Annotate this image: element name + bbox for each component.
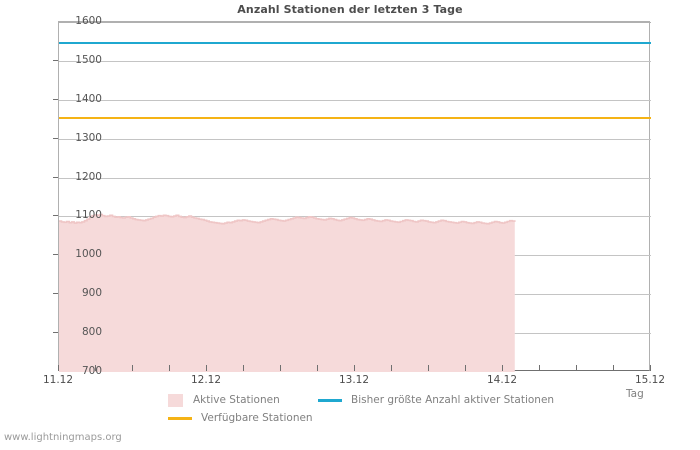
gridline: [59, 22, 651, 23]
max-stations-line: [59, 42, 651, 45]
gridline: [59, 138, 651, 140]
gridline: [59, 216, 651, 218]
legend-line-icon: [318, 398, 342, 402]
watermark: www.lightningmaps.org: [4, 432, 122, 443]
x-axis-title: Tag: [626, 388, 644, 400]
y-tick-mark: [53, 215, 58, 217]
legend-label: Verfügbare Stationen: [201, 412, 313, 424]
y-tick-label: 1400: [75, 92, 102, 105]
y-tick-label: 1600: [75, 15, 102, 27]
chart-legend: Aktive Stationen Bisher größte Anzahl ak…: [0, 392, 700, 436]
legend-swatch-icon: [168, 393, 183, 407]
x-tick-mark: [576, 365, 577, 371]
y-tick-label: 1300: [75, 131, 102, 144]
y-tick-mark: [53, 137, 58, 139]
x-tick-mark: [317, 365, 318, 371]
y-tick-label: 800: [81, 326, 102, 339]
y-tick-mark: [53, 59, 58, 61]
x-tick-mark: [169, 365, 170, 371]
x-tick-mark: [613, 365, 614, 371]
y-tick-mark: [53, 254, 58, 256]
x-tick-mark: [354, 365, 355, 371]
legend-item-bisher-groesste-anzahl[interactable]: Bisher größte Anzahl aktiver Stationen: [318, 392, 554, 408]
x-tick-mark: [428, 365, 429, 371]
legend-line-icon: [168, 416, 192, 420]
y-tick-mark: [53, 332, 58, 334]
chart-title: Anzahl Stationen der letzten 3 Tage: [237, 3, 463, 16]
legend-item-aktive-stationen[interactable]: Aktive Stationen: [168, 392, 280, 408]
y-tick-label: 900: [81, 287, 102, 300]
gridline: [59, 177, 651, 179]
y-tick-mark: [53, 293, 58, 295]
x-tick-mark: [58, 365, 59, 371]
y-tick-label: 700: [81, 365, 102, 377]
legend-label: Bisher größte Anzahl aktiver Stationen: [351, 394, 555, 406]
y-tick-mark: [53, 98, 58, 100]
gridline: [59, 60, 651, 62]
x-tick-label: 11.12: [42, 374, 74, 386]
y-tick-label: 1100: [75, 209, 102, 222]
x-tick-label: 13.12: [338, 374, 370, 386]
y-axis-title: Anzahl: [0, 149, 3, 188]
y-tick-label: 1000: [75, 248, 102, 261]
y-tick-mark: [53, 176, 58, 178]
x-tick-mark: [206, 365, 207, 371]
x-tick-mark: [132, 365, 133, 371]
x-tick-mark: [243, 365, 244, 371]
x-tick-mark: [280, 365, 281, 371]
gridline: [59, 99, 651, 101]
x-tick-mark: [391, 365, 392, 371]
y-tick-label: 1500: [75, 53, 102, 66]
x-tick-mark: [465, 365, 466, 371]
x-tick-label: 14.12: [486, 374, 518, 386]
x-tick-mark: [539, 365, 540, 371]
x-tick-mark: [650, 365, 651, 371]
legend-item-verfuegbare-stationen[interactable]: Verfügbare Stationen: [168, 410, 313, 426]
plot-area: [58, 21, 651, 372]
x-tick-label: 12.12: [190, 374, 222, 386]
x-tick-mark: [502, 365, 503, 371]
x-tick-mark: [95, 365, 96, 371]
legend-label: Aktive Stationen: [193, 394, 280, 406]
y-tick-label: 1200: [75, 170, 102, 183]
area-series-aktive-stationen: [59, 213, 516, 372]
x-tick-label: 15.12: [634, 374, 666, 386]
available-stations-line: [59, 117, 651, 120]
